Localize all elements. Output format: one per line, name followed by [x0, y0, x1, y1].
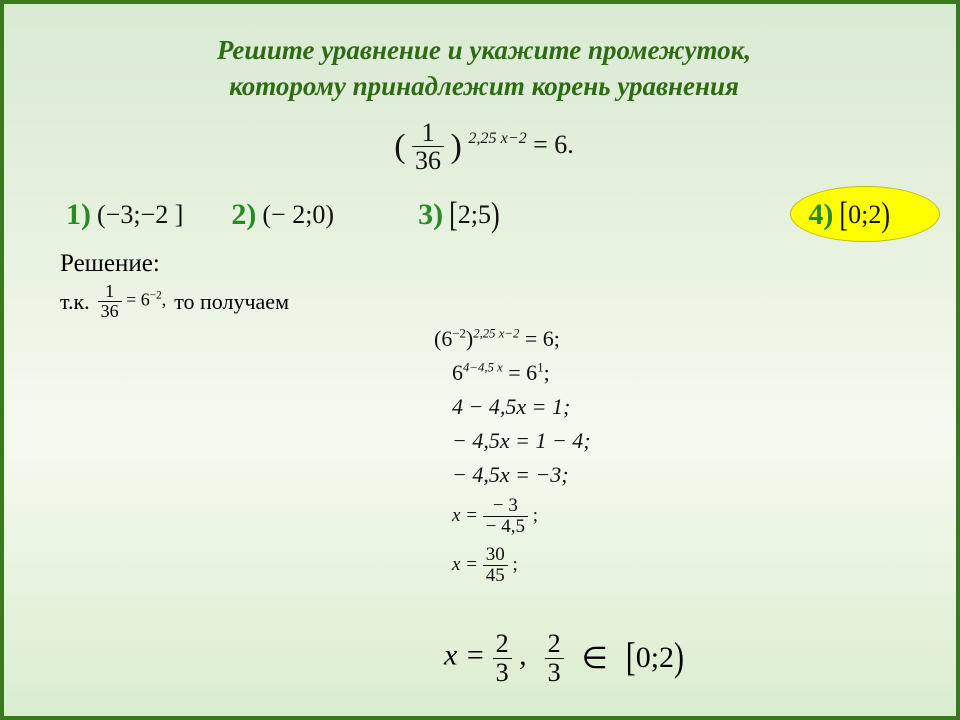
- tk-prefix: т.к.: [60, 289, 90, 315]
- final-interval: [0;2) [0;2): [626, 641, 684, 675]
- options-row: 1) (−3;−2 ] 2) (− 2;0) 3) [[2;5)2;5) 4) …: [66, 198, 908, 232]
- title-line-1: Решите уравнение и укажите промежуток,: [217, 35, 751, 65]
- final-xeq: x = 2 3 ,: [444, 630, 527, 686]
- work-l7-frac: 30 45: [483, 545, 508, 586]
- slide: Решите уравнение и укажите промежуток, к…: [4, 4, 956, 716]
- work-line-7: x = 30 45 ;: [452, 545, 591, 586]
- option-3: 3) [[2;5)2;5): [418, 198, 500, 232]
- tk-eq: = 6: [126, 290, 150, 310]
- work-line-6: x = − 3 − 4,5 ;: [452, 496, 591, 537]
- tk-exp: −2: [150, 290, 162, 302]
- work-line-1: (6−2)2,25 x−2 = 6;: [434, 326, 591, 352]
- option-1: 1) (−3;−2 ]: [66, 198, 183, 232]
- work-column: (6−2)2,25 x−2 = 6; 64−4,5 x = 61; 4 − 4,…: [434, 326, 591, 586]
- title-line-2: которому принадлежит корень уравнения: [229, 71, 739, 101]
- tk-frac-num: 1: [98, 282, 122, 301]
- tk-equation: 1 36 = 6−2,: [98, 282, 167, 321]
- tk-comma: ,: [162, 290, 167, 310]
- option-2-text: (− 2;0): [262, 200, 334, 230]
- solution-label: Решение:: [60, 250, 908, 278]
- main-exponent: 2,25 x−2: [468, 130, 526, 147]
- option-2: 2) (− 2;0): [231, 198, 334, 232]
- option-4-text: [0;2) [0;2): [839, 200, 890, 230]
- final-in: ∈: [582, 641, 608, 676]
- option-2-num: 2): [231, 198, 256, 232]
- option-4-num: 4): [808, 198, 833, 232]
- option-1-text: (−3;−2 ]: [97, 200, 183, 230]
- option-4-highlight: 4) [0;2) [0;2): [808, 198, 890, 232]
- tk-line: т.к. 1 36 = 6−2, то получаем: [60, 282, 908, 321]
- lparen: (: [394, 128, 405, 165]
- main-fraction: 1 36: [412, 119, 444, 175]
- work-line-2: 64−4,5 x = 61;: [452, 360, 591, 386]
- title: Решите уравнение и укажите промежуток, к…: [60, 32, 908, 105]
- work-line-3: 4 − 4,5x = 1;: [452, 394, 591, 420]
- main-equation: ( 1 36 ) 2,25 x−2 = 6.: [60, 119, 908, 175]
- work-l6-frac: − 3 − 4,5: [483, 496, 528, 537]
- work-line-5: − 4,5x = −3;: [452, 462, 591, 488]
- tk-suffix: то получаем: [174, 289, 289, 315]
- final-frac-2: 2 3: [545, 630, 564, 686]
- frac-den: 36: [412, 146, 444, 174]
- final-answer: x = 2 3 , 2 3 ∈ [0;2) [0;2): [444, 630, 684, 686]
- option-3-num: 3): [418, 198, 443, 232]
- tk-frac: 1 36: [98, 282, 122, 321]
- main-equals: = 6.: [533, 130, 574, 159]
- rparen: ): [451, 128, 462, 165]
- frac-num: 1: [412, 119, 444, 146]
- final-frac-1: 2 3: [493, 630, 512, 686]
- option-3-text: [[2;5)2;5): [449, 200, 500, 230]
- work-line-4: − 4,5x = 1 − 4;: [452, 428, 591, 454]
- option-1-num: 1): [66, 198, 91, 232]
- option-4: 4) [0;2) [0;2): [808, 198, 890, 232]
- tk-frac-den: 36: [98, 301, 122, 321]
